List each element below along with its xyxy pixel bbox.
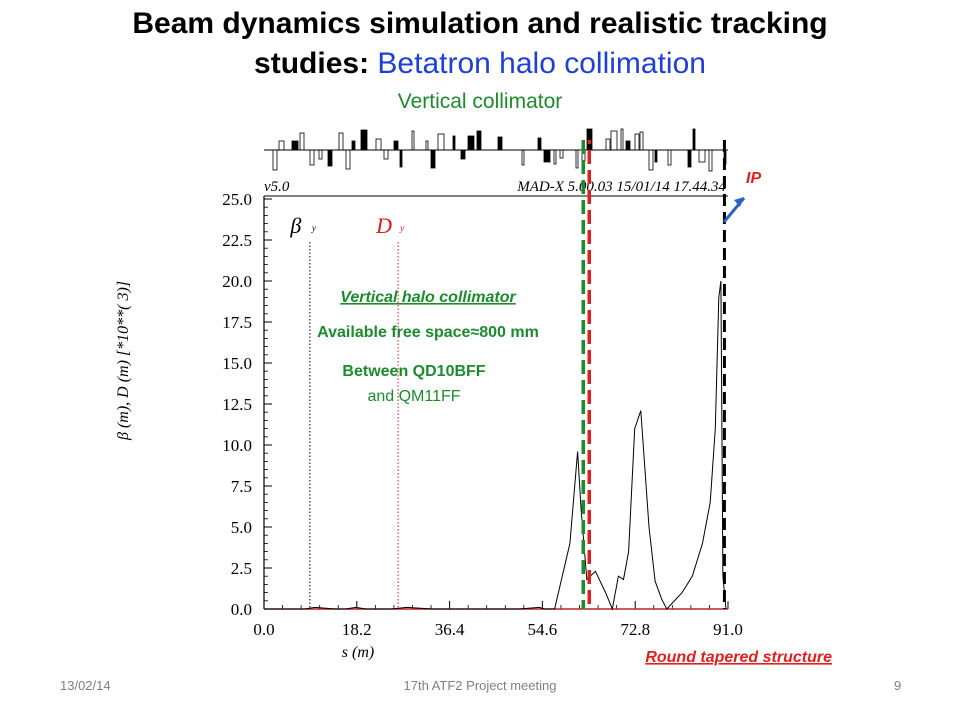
lattice-element xyxy=(610,130,618,151)
legend-symbol: D xyxy=(375,213,392,238)
x-tick-label: 0.0 xyxy=(253,620,274,639)
lattice-element xyxy=(383,149,389,160)
lattice-element xyxy=(586,128,593,151)
chart-markers xyxy=(581,140,726,609)
between-label-2: and QM11FF xyxy=(367,388,460,405)
lattice-element xyxy=(698,149,706,163)
lattice-element xyxy=(692,128,696,151)
lattice-element xyxy=(543,149,551,163)
lattice-element xyxy=(452,135,456,151)
y-tick-label: 15.0 xyxy=(222,354,252,373)
y-tick-label: 12.5 xyxy=(222,395,252,414)
y-axis-ticks: 0.0 2.5 5.0 7.5 10.0 12.5 15.0 17.5 20.0 22.5 25.0 xyxy=(222,190,272,619)
footer-page-number: 9 xyxy=(894,678,902,693)
collimator-label: Vertical halo collimator xyxy=(340,289,516,306)
lattice-element xyxy=(299,132,305,151)
title-prefix: studies: xyxy=(254,47,370,80)
series-line-betay xyxy=(264,280,727,611)
legend-symbol: β xyxy=(289,213,301,238)
title-topic: Betatron halo collimation xyxy=(377,47,706,80)
y-tick-label: 5.0 xyxy=(231,518,252,537)
lattice-element xyxy=(309,149,315,166)
lattice-element xyxy=(667,149,672,166)
x-tick-label: 91.0 xyxy=(713,620,743,639)
y-tick-label: 10.0 xyxy=(222,436,252,455)
free-space-label: Available free space≈800 mm xyxy=(317,324,539,341)
lattice-element xyxy=(345,149,351,170)
lattice-element xyxy=(575,149,579,169)
lattice-element xyxy=(411,130,415,151)
lattice-element xyxy=(537,137,542,151)
lattice-element-strip xyxy=(264,128,728,172)
lattice-element xyxy=(467,135,475,151)
y-tick-label: 22.5 xyxy=(222,231,252,250)
lattice-element xyxy=(708,149,713,172)
slide-title-line2: studies: Betatron halo collimation xyxy=(0,44,960,84)
y-tick-label: 20.0 xyxy=(222,272,252,291)
x-tick-label: 36.4 xyxy=(435,620,465,639)
lattice-element xyxy=(327,149,333,167)
slide-subtitle: Vertical collimator xyxy=(397,90,563,113)
chart-header-right: MAD-X 5.00.03 15/01/14 17.44.34 xyxy=(516,179,726,195)
lattice-element xyxy=(654,149,658,163)
chart-header-left: v5.0 xyxy=(264,179,290,195)
between-label-1: Between QD10BFF xyxy=(342,363,485,380)
slide-title-line1: Beam dynamics simulation and realistic t… xyxy=(132,7,828,40)
lattice-element xyxy=(460,149,466,160)
ip-label: IP xyxy=(746,170,761,187)
footer-date: 13/02/14 xyxy=(60,678,111,693)
lattice-element xyxy=(521,149,525,166)
y-tick-label: 25.0 xyxy=(222,190,252,209)
x-axis-label: s (m) xyxy=(342,644,374,661)
x-tick-label: 72.8 xyxy=(620,620,650,639)
lattice-element xyxy=(620,128,624,151)
lattice-element xyxy=(634,133,640,151)
lattice-element xyxy=(476,130,482,151)
lattice-element xyxy=(318,149,323,160)
lattice-element xyxy=(425,140,429,151)
lattice-element xyxy=(272,149,278,171)
ip-arrow-head xyxy=(734,197,744,207)
lattice-element xyxy=(430,149,436,169)
y-tick-label: 17.5 xyxy=(222,313,252,332)
y-tick-label: 0.0 xyxy=(231,600,252,619)
lattice-element xyxy=(648,149,654,171)
lattice-element xyxy=(625,140,631,151)
lattice-element xyxy=(291,140,299,151)
footer-meeting: 17th ATF2 Project meeting xyxy=(403,678,557,693)
lattice-element xyxy=(375,138,382,151)
lattice-element xyxy=(497,136,503,151)
legend-subscript: y xyxy=(311,223,316,233)
lattice-element xyxy=(605,138,611,151)
y-tick-label: 7.5 xyxy=(231,477,252,496)
lattice-element xyxy=(278,140,285,151)
y-axis-label: β (m), D (m) [*10**( 3)] xyxy=(115,281,132,441)
lattice-element xyxy=(437,133,445,151)
lattice-element xyxy=(553,149,557,165)
lattice-element xyxy=(351,140,356,151)
y-tick-label: 2.5 xyxy=(231,559,252,578)
lattice-element xyxy=(687,149,692,168)
legend-subscript: y xyxy=(399,223,404,233)
x-tick-label: 54.6 xyxy=(528,620,558,639)
lattice-element xyxy=(360,129,368,151)
round-tapered-label: Round tapered structure xyxy=(645,649,832,666)
x-tick-label: 18.2 xyxy=(342,620,372,639)
lattice-element xyxy=(338,132,344,151)
lattice-element xyxy=(399,149,403,168)
lattice-element xyxy=(559,149,564,159)
lattice-element xyxy=(393,140,399,151)
x-axis-ticks: 0.0 18.2 36.4 54.6 72.8 91.0 xyxy=(253,601,743,639)
lattice-element xyxy=(639,131,644,151)
